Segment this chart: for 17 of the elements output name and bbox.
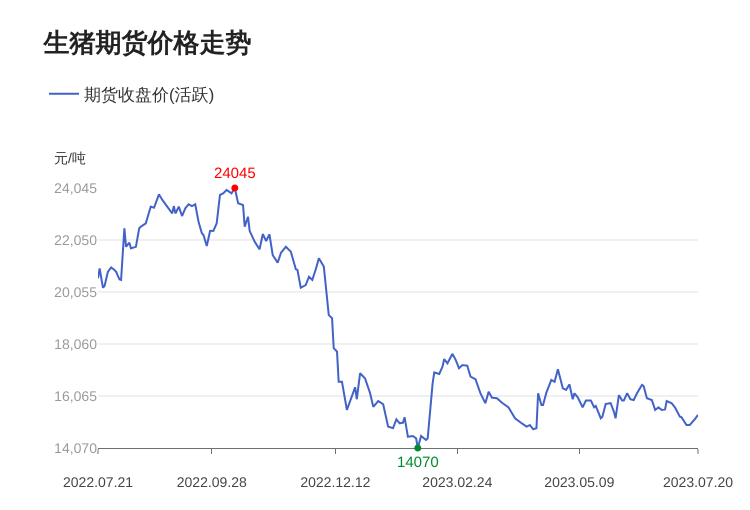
x-tick-label: 2022.07.21 [62, 474, 134, 490]
x-tick-label: 2022.12.12 [300, 474, 371, 490]
y-tick-label: 22,050 [54, 232, 98, 248]
y-tick-label: 20,055 [54, 284, 98, 300]
x-tick-label: 2023.02.24 [422, 474, 493, 490]
legend-label: 期货收盘价(活跃) [84, 85, 214, 104]
y-axis-title: 元/吨 [54, 150, 86, 166]
x-tick-label: 2023.07.20 [662, 474, 734, 490]
annotation: 14070 [397, 454, 439, 471]
y-tick-label: 18,060 [54, 336, 98, 352]
x-tick-label: 2023.05.09 [544, 474, 615, 490]
y-tick-label: 14,070 [54, 440, 98, 456]
chart-title: 生猪期货价格走势 [42, 27, 252, 58]
y-tick-label: 24,045 [54, 180, 98, 196]
x-tick-label: 2022.09.28 [176, 474, 247, 490]
y-tick-label: 16,065 [54, 388, 98, 404]
annotation: 24045 [214, 165, 256, 182]
